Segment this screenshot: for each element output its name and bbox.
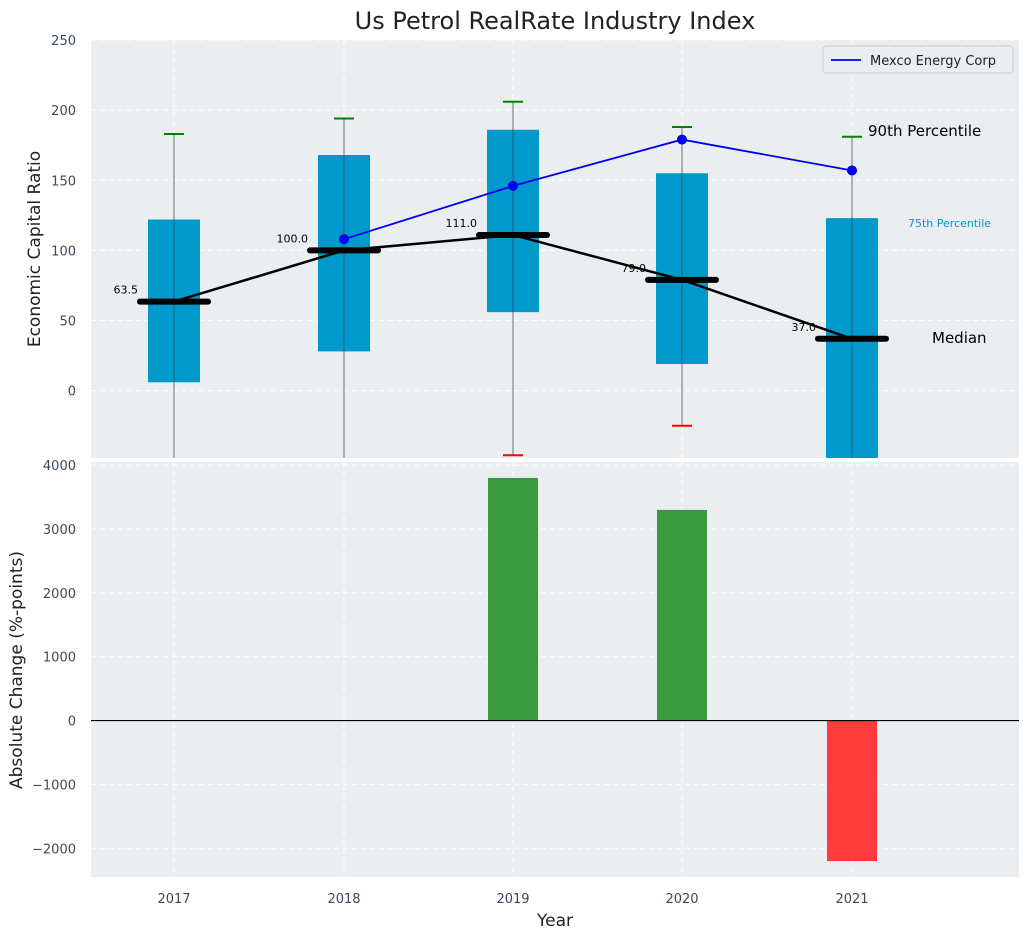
bar-2021 bbox=[827, 720, 877, 862]
top-ytick-label-4: 200 bbox=[51, 104, 76, 119]
bottom-panel-background bbox=[91, 462, 1019, 877]
change-bars bbox=[91, 477, 1019, 862]
bottom-ytick-label-2: 0 bbox=[68, 715, 76, 730]
xtick-label-2020: 2020 bbox=[665, 892, 698, 907]
annotation-90th-percentile: 90th Percentile bbox=[868, 122, 981, 140]
company-point-2021 bbox=[847, 165, 857, 176]
company-point-2020 bbox=[677, 134, 687, 145]
bottom-ytick-label-4: 2000 bbox=[43, 587, 76, 602]
xtick-label-2021: 2021 bbox=[835, 892, 868, 907]
legend-entry-mexco: Mexco Energy Corp bbox=[870, 54, 996, 69]
median-label-2018: 100.0 bbox=[277, 232, 309, 245]
top-ytick-label-5: 250 bbox=[51, 34, 76, 49]
top-panel-background bbox=[91, 40, 1019, 458]
xtick-label-2019: 2019 bbox=[496, 892, 529, 907]
xtick-label-2017: 2017 bbox=[157, 892, 190, 907]
bottom-ytick-label-3: 1000 bbox=[43, 651, 76, 666]
x-axis-label: Year bbox=[536, 911, 573, 931]
bar-2019 bbox=[488, 477, 538, 721]
top-ytick-label-1: 50 bbox=[59, 315, 76, 330]
bottom-ytick-label-0: −2000 bbox=[32, 842, 76, 857]
top-y-axis-label: Economic Capital Ratio bbox=[25, 151, 45, 347]
legend: Mexco Energy Corp bbox=[822, 45, 1014, 74]
median-label-2020: 79.0 bbox=[622, 262, 647, 275]
company-series bbox=[339, 134, 857, 245]
bar-2020 bbox=[657, 509, 707, 721]
bottom-ytick-label-1: −1000 bbox=[32, 778, 76, 793]
company-line bbox=[343, 138, 853, 241]
bottom-y-axis-label: Absolute Change (%-points) bbox=[7, 551, 27, 789]
median-label-2019: 111.0 bbox=[446, 217, 478, 230]
bottom-ytick-label-6: 4000 bbox=[43, 459, 76, 474]
median-label-2021: 37.0 bbox=[792, 321, 817, 334]
top-ytick-label-0: 0 bbox=[68, 385, 76, 400]
top-ytick-label-2: 100 bbox=[51, 244, 76, 259]
bottom-ytick-label-5: 3000 bbox=[43, 523, 76, 538]
x-ticks: 2017 2018 2019 2020 2021 bbox=[157, 892, 868, 907]
median-trend: 63.5 100.0 111.0 79.0 37.0 bbox=[114, 217, 889, 342]
bottom-y-ticks: −2000 −1000 0 1000 2000 3000 4000 bbox=[32, 459, 76, 857]
chart-title: Us Petrol RealRate Industry Index bbox=[355, 7, 756, 35]
company-point-2018 bbox=[339, 234, 349, 245]
annotation-75th-percentile: 75th Percentile bbox=[908, 217, 991, 230]
median-label-2017: 63.5 bbox=[114, 284, 139, 297]
annotation-median: Median bbox=[932, 329, 987, 347]
company-point-2019 bbox=[508, 180, 518, 191]
legend-box bbox=[822, 45, 1014, 74]
xtick-label-2018: 2018 bbox=[327, 892, 360, 907]
top-y-ticks: 0 50 100 150 200 250 bbox=[51, 34, 76, 400]
top-ytick-label-3: 150 bbox=[51, 174, 76, 189]
